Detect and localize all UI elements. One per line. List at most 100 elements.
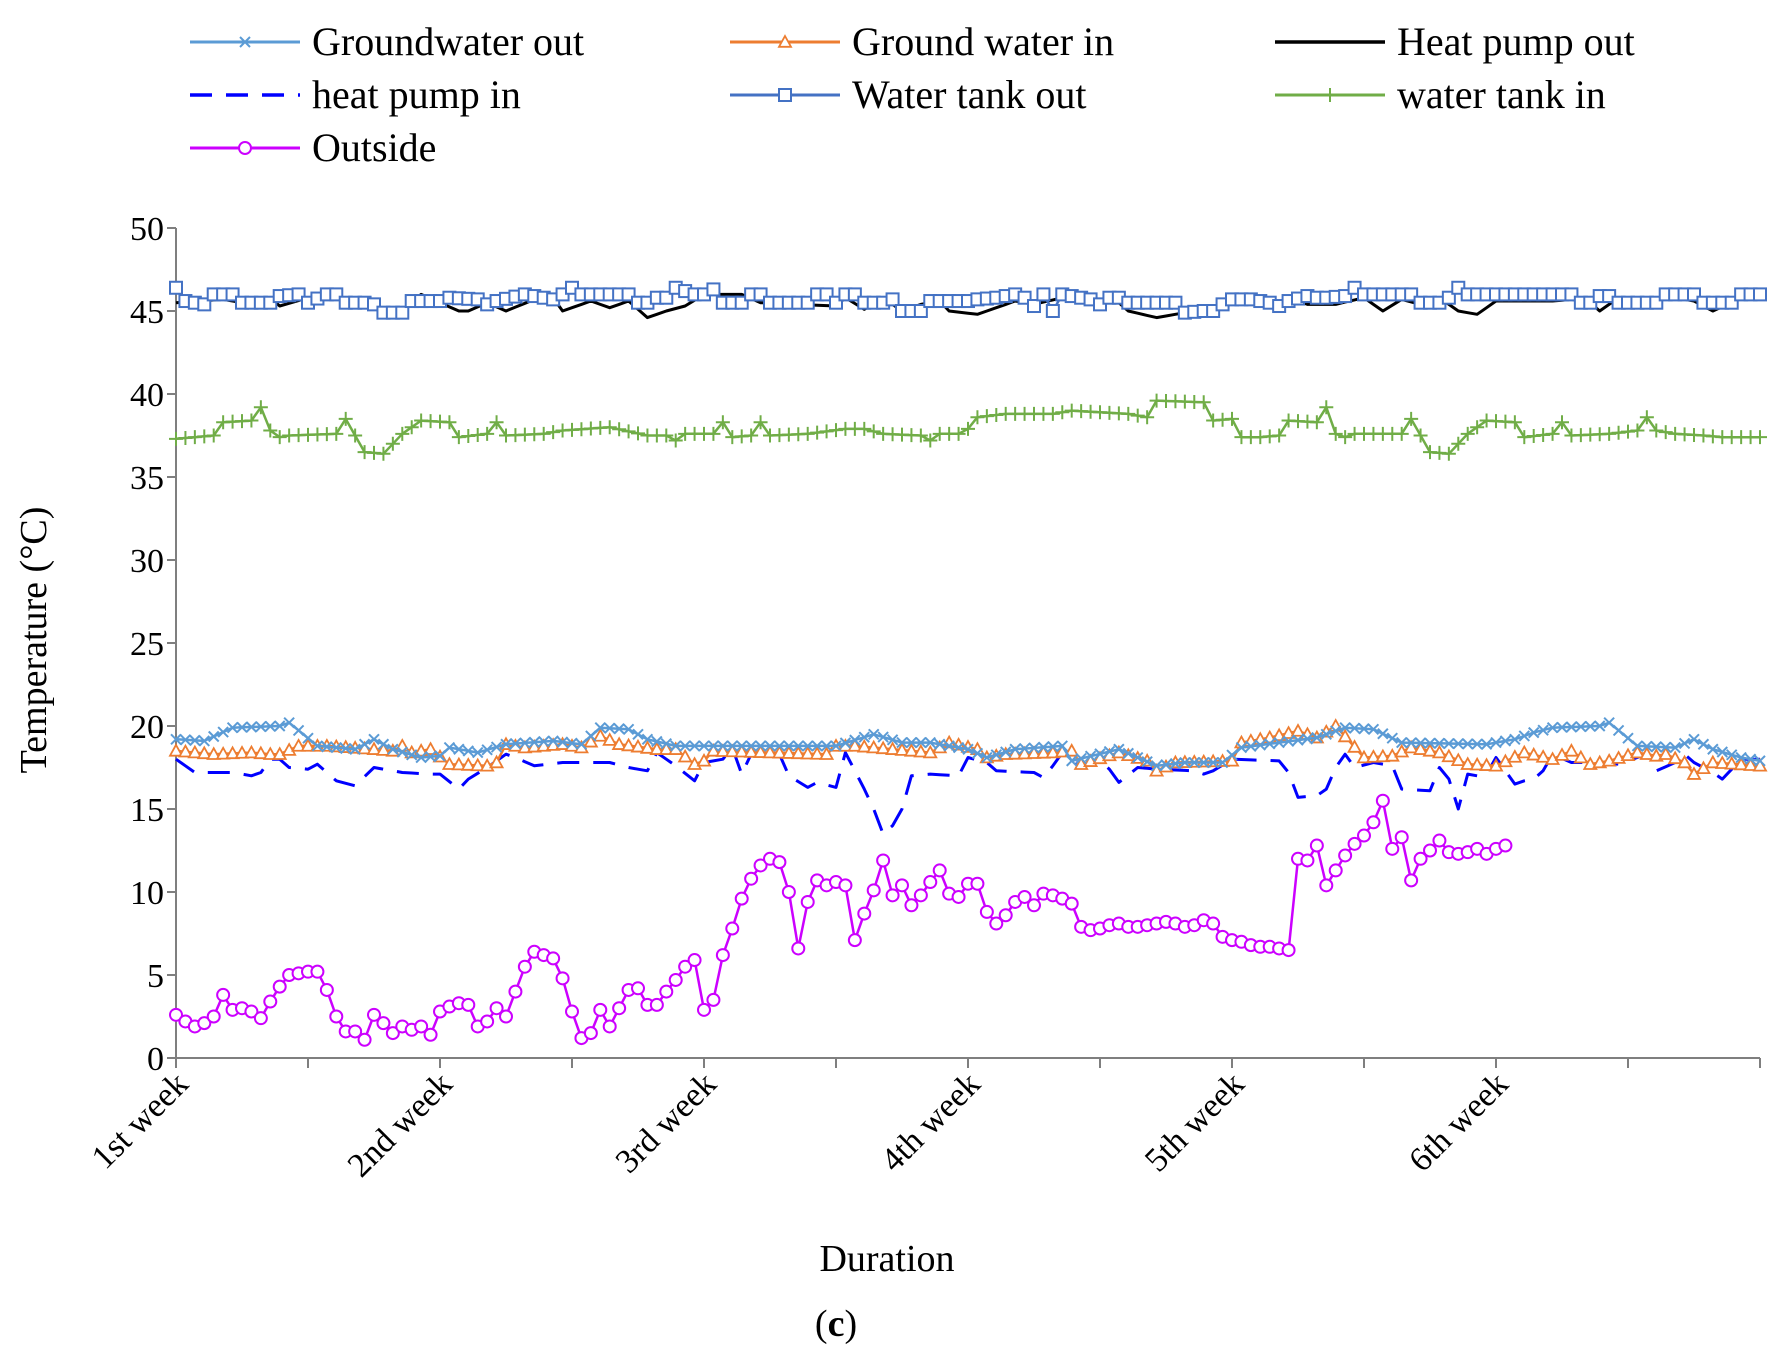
data-point [753, 415, 768, 430]
data-point [490, 741, 503, 753]
data-point [612, 422, 627, 437]
data-point [442, 415, 457, 430]
data-point [547, 735, 559, 747]
data-point [1394, 426, 1409, 441]
data-point [253, 400, 268, 415]
data-point [792, 740, 804, 752]
y-tick-label: 20 [130, 709, 164, 746]
data-point [698, 740, 710, 752]
data-point [1517, 430, 1532, 445]
series-outside [169, 793, 1513, 1047]
data-point [697, 1002, 711, 1017]
data-point [1328, 863, 1343, 878]
data-point [441, 756, 457, 770]
data-point [489, 754, 505, 769]
data-point [857, 906, 872, 921]
data-point [272, 746, 288, 760]
data-point [820, 740, 833, 752]
data-point [1433, 737, 1446, 750]
y-tick-label: 30 [130, 543, 164, 580]
data-point [368, 733, 380, 745]
data-point [1462, 738, 1474, 750]
data-point [179, 734, 192, 746]
data-point [575, 738, 588, 750]
data-point [509, 737, 522, 750]
data-point [198, 735, 210, 747]
data-point [348, 428, 363, 443]
data-point [1413, 851, 1428, 866]
legend-label: Outside [312, 125, 436, 170]
data-point [800, 745, 816, 760]
data-point [283, 716, 295, 729]
data-point [461, 429, 476, 444]
data-point [244, 1004, 259, 1019]
data-point [1470, 420, 1485, 435]
data-point [253, 745, 269, 760]
data-point [715, 743, 731, 757]
data-point [377, 738, 390, 750]
data-point [876, 853, 891, 868]
data-point [1121, 406, 1136, 421]
data-point [1103, 745, 1116, 758]
data-point [744, 871, 759, 886]
data-point [1658, 746, 1674, 760]
data-point [961, 421, 975, 436]
data-point [885, 292, 900, 307]
data-point [245, 721, 258, 733]
data-point [781, 885, 796, 899]
data-point [472, 746, 484, 759]
data-point [1650, 741, 1662, 753]
data-point [1509, 733, 1521, 745]
data-point [989, 916, 1004, 931]
data-point [1611, 425, 1626, 440]
data-point [1207, 756, 1219, 769]
data-point [556, 736, 569, 748]
legend-marker [239, 36, 251, 48]
data-point [895, 878, 909, 893]
x-axis: 1st week 2nd week 3rd week 4th week 5th week… [85, 1057, 1761, 1184]
data-point [1526, 746, 1542, 761]
data-point [809, 746, 825, 760]
data-point [215, 745, 231, 760]
data-point [1546, 721, 1559, 734]
data-point [932, 863, 947, 878]
data-point [1480, 738, 1493, 750]
data-point [1688, 733, 1700, 745]
data-point [206, 746, 222, 760]
data-point [1639, 410, 1654, 425]
data-point [1017, 889, 1032, 904]
data-point [1272, 428, 1287, 443]
data-point [1584, 720, 1596, 733]
data-point [566, 737, 578, 749]
data-point [1064, 743, 1080, 757]
data-point [451, 756, 467, 771]
data-point [1375, 793, 1390, 808]
data-point [1045, 744, 1061, 759]
data-point [404, 420, 419, 435]
data-point [1602, 426, 1617, 441]
data-point [659, 984, 674, 999]
data-point [1424, 737, 1436, 749]
data-point [470, 757, 486, 772]
data-point [1714, 755, 1730, 769]
data-point [1140, 410, 1155, 425]
data-point [329, 426, 344, 441]
data-point [367, 1007, 381, 1022]
data-point [385, 1026, 400, 1041]
data-point [480, 426, 495, 441]
data-point [593, 1002, 608, 1017]
data-point [1357, 828, 1371, 843]
data-point [1358, 723, 1370, 735]
data-point [1573, 749, 1589, 764]
data-point [1460, 426, 1475, 441]
data-point [197, 1016, 212, 1031]
data-point [668, 972, 683, 987]
series-water-tank-out [169, 280, 1767, 320]
data-point [168, 743, 184, 757]
data-point [744, 428, 759, 443]
data-point [528, 736, 540, 748]
data-point [217, 726, 229, 738]
data-point [1649, 423, 1664, 438]
data-point [489, 1001, 504, 1016]
data-point [790, 745, 806, 760]
